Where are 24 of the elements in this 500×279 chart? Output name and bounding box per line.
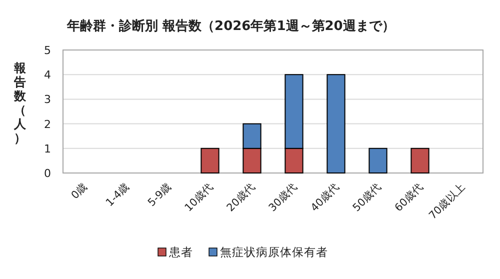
x-tick-label: 0歳 [68,180,90,202]
legend-label: 無症状病原体保有者 [220,245,328,259]
x-tick-label: 50歳代 [350,180,384,214]
bar [410,148,430,174]
x-tick-label: 1-4歳 [103,180,132,210]
y-tick-label: 2 [44,118,51,131]
y-tick-label: 3 [44,93,51,106]
x-tick-label: 30歳代 [266,180,300,214]
bar [200,148,220,174]
chart-title: 年齢群・診断別 報告数（2026年第1週～第20週まで） [66,18,395,34]
bar [326,74,346,174]
y-tick-label: 5 [44,44,51,57]
x-tick-label: 5-9歳 [145,180,174,210]
x-tick-label: 20歳代 [224,180,258,214]
bar [368,148,388,174]
y-tick-label: 1 [44,142,51,156]
x-tick-label: 10歳代 [182,180,216,214]
y-tick-label: 4 [44,68,51,82]
y-tick-label: 0 [44,167,51,180]
legend-label: 患者 [168,245,193,259]
y-axis-title: 報告数（人） [13,61,27,145]
x-tick-label: 40歳代 [308,180,342,214]
x-tick-label: 70歳以上 [426,180,468,222]
x-tick-label: 60歳代 [392,180,426,214]
